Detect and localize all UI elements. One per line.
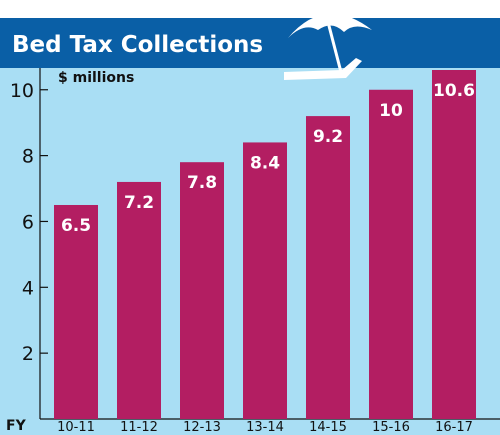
bar-13-14 [243,142,287,419]
bar-16-17 [432,70,476,419]
bar-10-11 [54,204,98,419]
x-tick-label: 16-17 [435,420,473,435]
x-tick-label: 11-12 [120,420,158,435]
data-label-11-12: 7.2 [124,193,154,213]
beach-umbrella-lounge-chair-icon [284,13,372,80]
x-tick-label: 14-15 [309,420,347,435]
data-label-10-11: 6.5 [61,216,91,236]
bar-15-16 [369,89,413,420]
y-tick-label: 4 [22,277,34,299]
bar-14-15 [306,116,350,420]
y-axis: 2 4 6 8 10 [10,68,48,419]
bar-11-12 [117,181,161,419]
y-tick-label: 10 [10,80,34,102]
x-tick-label: 15-16 [372,420,410,435]
y-tick-label: 2 [22,343,34,365]
x-axis-prefix: FY [6,418,27,434]
data-label-12-13: 7.8 [187,173,217,193]
bar-12-13 [180,162,224,420]
chart-title: Bed Tax Collections [12,32,263,58]
y-tick-label: 6 [22,211,34,233]
title-band [0,18,500,68]
data-label-13-14: 8.4 [250,153,280,173]
data-label-16-17: 10.6 [433,81,475,101]
data-label-15-16: 10 [379,101,403,121]
unit-label: $ millions [58,70,134,86]
x-tick-label: 10-11 [57,420,95,435]
y-tick-label: 8 [22,146,34,168]
x-tick-label: 13-14 [246,420,284,435]
data-label-14-15: 9.2 [313,127,343,147]
x-tick-label: 12-13 [183,420,221,435]
